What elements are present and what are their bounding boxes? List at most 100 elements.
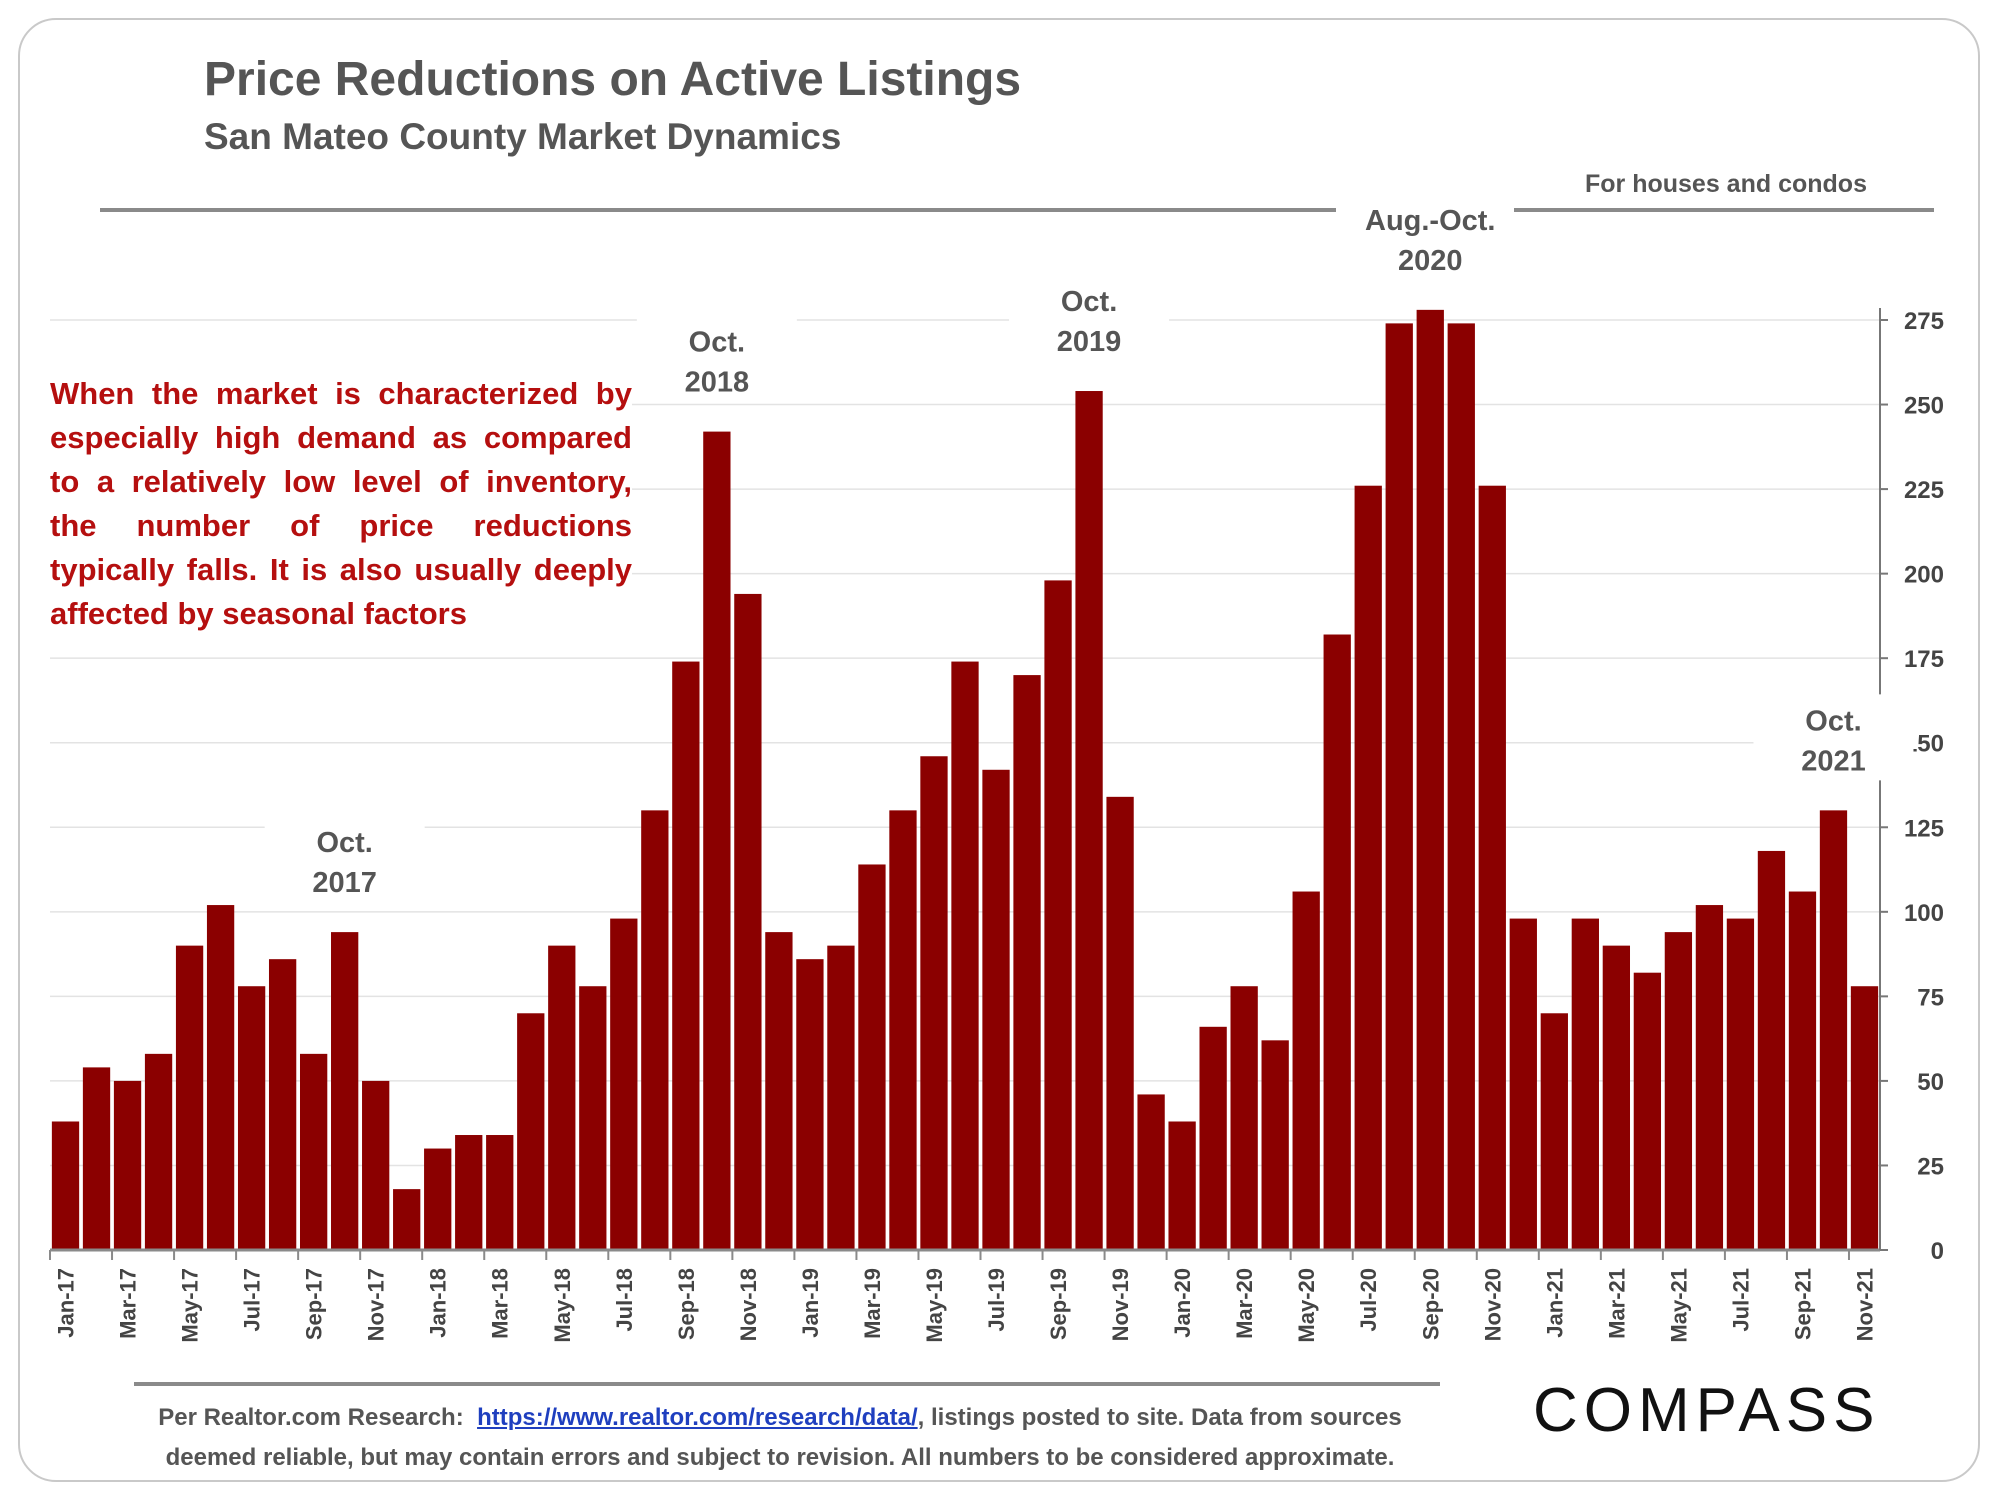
bar — [175, 945, 204, 1250]
x-tick-label: May-19 — [922, 1268, 947, 1343]
bar — [1478, 485, 1506, 1250]
bar — [548, 945, 576, 1250]
annotation-year: 2020 — [1398, 245, 1463, 277]
footer-suffix: , listings posted to site. Data from sou… — [917, 1404, 1402, 1431]
bar — [982, 769, 1010, 1250]
bar — [1230, 986, 1258, 1250]
x-tick-label: Sep-19 — [1046, 1268, 1071, 1340]
x-tick-label: Nov-18 — [736, 1268, 761, 1341]
bar — [1013, 675, 1041, 1250]
source-footer: Per Realtor.com Research: https://www.re… — [120, 1398, 1440, 1478]
bar — [672, 661, 700, 1250]
bar — [82, 1067, 111, 1250]
annotation-year: 2021 — [1801, 745, 1866, 777]
header-rule-right — [1514, 208, 1934, 212]
bar — [1664, 932, 1693, 1250]
annotation-label: Oct. — [1805, 705, 1861, 737]
bar — [1447, 323, 1475, 1250]
bar — [920, 756, 948, 1250]
annotation-year: 2018 — [685, 367, 750, 399]
annotation-backdrop — [636, 315, 797, 402]
footer-line-1: Per Realtor.com Research: https://www.re… — [120, 1398, 1440, 1438]
y-tick-label: 275 — [1904, 308, 1944, 335]
x-tick-label: Nov-17 — [364, 1268, 389, 1341]
bar — [1044, 580, 1072, 1250]
callout-box: When the market is characterized by espe… — [50, 372, 632, 636]
bar — [51, 1121, 80, 1250]
footer-rule — [134, 1382, 1440, 1386]
bar — [1416, 309, 1444, 1250]
bar — [1819, 810, 1848, 1250]
bar — [1602, 945, 1631, 1250]
x-tick-label: Jul-17 — [240, 1268, 265, 1332]
y-tick-label: 250 — [1904, 393, 1944, 420]
y-tick-label: 0 — [1931, 1238, 1944, 1265]
bar — [393, 1189, 421, 1250]
x-tick-label: Jan-21 — [1542, 1268, 1567, 1338]
y-tick-label: 25 — [1917, 1153, 1944, 1180]
bar — [1571, 918, 1599, 1250]
bar — [1633, 972, 1662, 1250]
footer-prefix: Per Realtor.com Research: — [158, 1404, 464, 1431]
bar — [362, 1080, 390, 1250]
x-tick-label: Nov-21 — [1852, 1268, 1877, 1341]
bar — [1168, 1121, 1196, 1250]
annotation-backdrop — [1753, 694, 1914, 781]
x-tick-label: Mar-18 — [488, 1268, 513, 1339]
x-tick-label: Jul-20 — [1356, 1268, 1381, 1332]
bar — [1509, 918, 1537, 1250]
x-tick-label: May-18 — [550, 1268, 575, 1343]
x-tick-label: May-17 — [178, 1268, 203, 1343]
bar — [1106, 796, 1134, 1250]
x-tick-label: Mar-21 — [1604, 1268, 1629, 1339]
chart-subtitle: San Mateo County Market Dynamics — [204, 116, 842, 157]
x-tick-label: Jul-19 — [984, 1268, 1009, 1332]
annotation-year: 2017 — [312, 867, 377, 899]
header-rule-left — [100, 208, 1336, 212]
bar — [1137, 1094, 1165, 1250]
bar — [113, 1080, 142, 1250]
x-tick-label: Sep-18 — [674, 1268, 699, 1340]
annotation-label: Oct. — [1061, 286, 1117, 318]
annotation-label: Aug.-Oct. — [1365, 205, 1496, 237]
x-tick-label: Jul-21 — [1728, 1268, 1753, 1332]
bar — [703, 431, 731, 1251]
bar — [734, 593, 762, 1250]
x-tick-label: Jul-18 — [612, 1268, 637, 1332]
bar — [486, 1135, 514, 1250]
y-tick-label: 125 — [1904, 815, 1944, 842]
bar — [889, 810, 917, 1250]
bar — [1261, 1040, 1289, 1250]
x-tick-label: Sep-21 — [1790, 1268, 1815, 1340]
bar — [237, 986, 266, 1250]
bar — [641, 810, 669, 1250]
bar — [1850, 986, 1879, 1250]
scope-note: For houses and condos — [1585, 170, 1867, 198]
peak-annotations: Oct. 2017 Oct. 2018 Oct. 2019 Aug.-Oct. 2020 Oct… — [264, 193, 1914, 903]
bar — [1757, 850, 1786, 1250]
x-tick-label: Jan-19 — [798, 1268, 823, 1338]
bar — [206, 905, 235, 1250]
x-tick-label: Jan-18 — [426, 1268, 451, 1338]
chart-title: Price Reductions on Active Listings — [204, 53, 1022, 106]
bar — [1695, 905, 1724, 1250]
bar — [1385, 323, 1413, 1250]
source-link[interactable]: https://www.realtor.com/research/data/ — [477, 1404, 918, 1431]
annotation-backdrop — [264, 816, 425, 903]
x-tick-label: Nov-20 — [1480, 1268, 1505, 1341]
y-tick-label: 75 — [1917, 984, 1944, 1011]
bars — [51, 309, 1879, 1251]
footer-line-2: deemed reliable, but may contain errors … — [165, 1444, 1395, 1471]
bar — [610, 918, 638, 1250]
bar — [827, 945, 855, 1250]
bar — [951, 661, 979, 1250]
bar — [1354, 485, 1382, 1250]
bar — [517, 1013, 545, 1250]
bar — [268, 959, 297, 1250]
bar — [331, 932, 359, 1250]
y-tick-label: 100 — [1904, 900, 1944, 927]
compass-logo: COMPASS — [1533, 1376, 1881, 1445]
annotation-label: Oct. — [316, 827, 372, 859]
x-tick-label: Mar-19 — [860, 1268, 885, 1339]
